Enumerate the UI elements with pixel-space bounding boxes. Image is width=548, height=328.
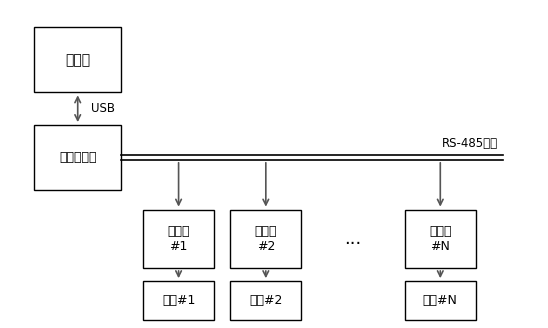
Text: RS-485总线: RS-485总线	[442, 137, 498, 150]
FancyBboxPatch shape	[405, 210, 476, 268]
FancyBboxPatch shape	[143, 210, 214, 268]
Text: USB: USB	[92, 102, 115, 115]
FancyBboxPatch shape	[143, 281, 214, 320]
FancyBboxPatch shape	[34, 28, 121, 92]
FancyBboxPatch shape	[230, 281, 301, 320]
Text: 电机#N: 电机#N	[423, 294, 458, 307]
Text: 变频器
#N: 变频器 #N	[429, 225, 452, 253]
Text: 电机#2: 电机#2	[249, 294, 283, 307]
FancyBboxPatch shape	[34, 125, 121, 190]
Text: 上位机: 上位机	[65, 53, 90, 67]
FancyBboxPatch shape	[230, 210, 301, 268]
Text: ...: ...	[345, 230, 362, 248]
Text: 变频器
#1: 变频器 #1	[167, 225, 190, 253]
Text: 同步控制器: 同步控制器	[59, 151, 96, 164]
Text: 变频器
#2: 变频器 #2	[255, 225, 277, 253]
Text: 电机#1: 电机#1	[162, 294, 195, 307]
FancyBboxPatch shape	[405, 281, 476, 320]
